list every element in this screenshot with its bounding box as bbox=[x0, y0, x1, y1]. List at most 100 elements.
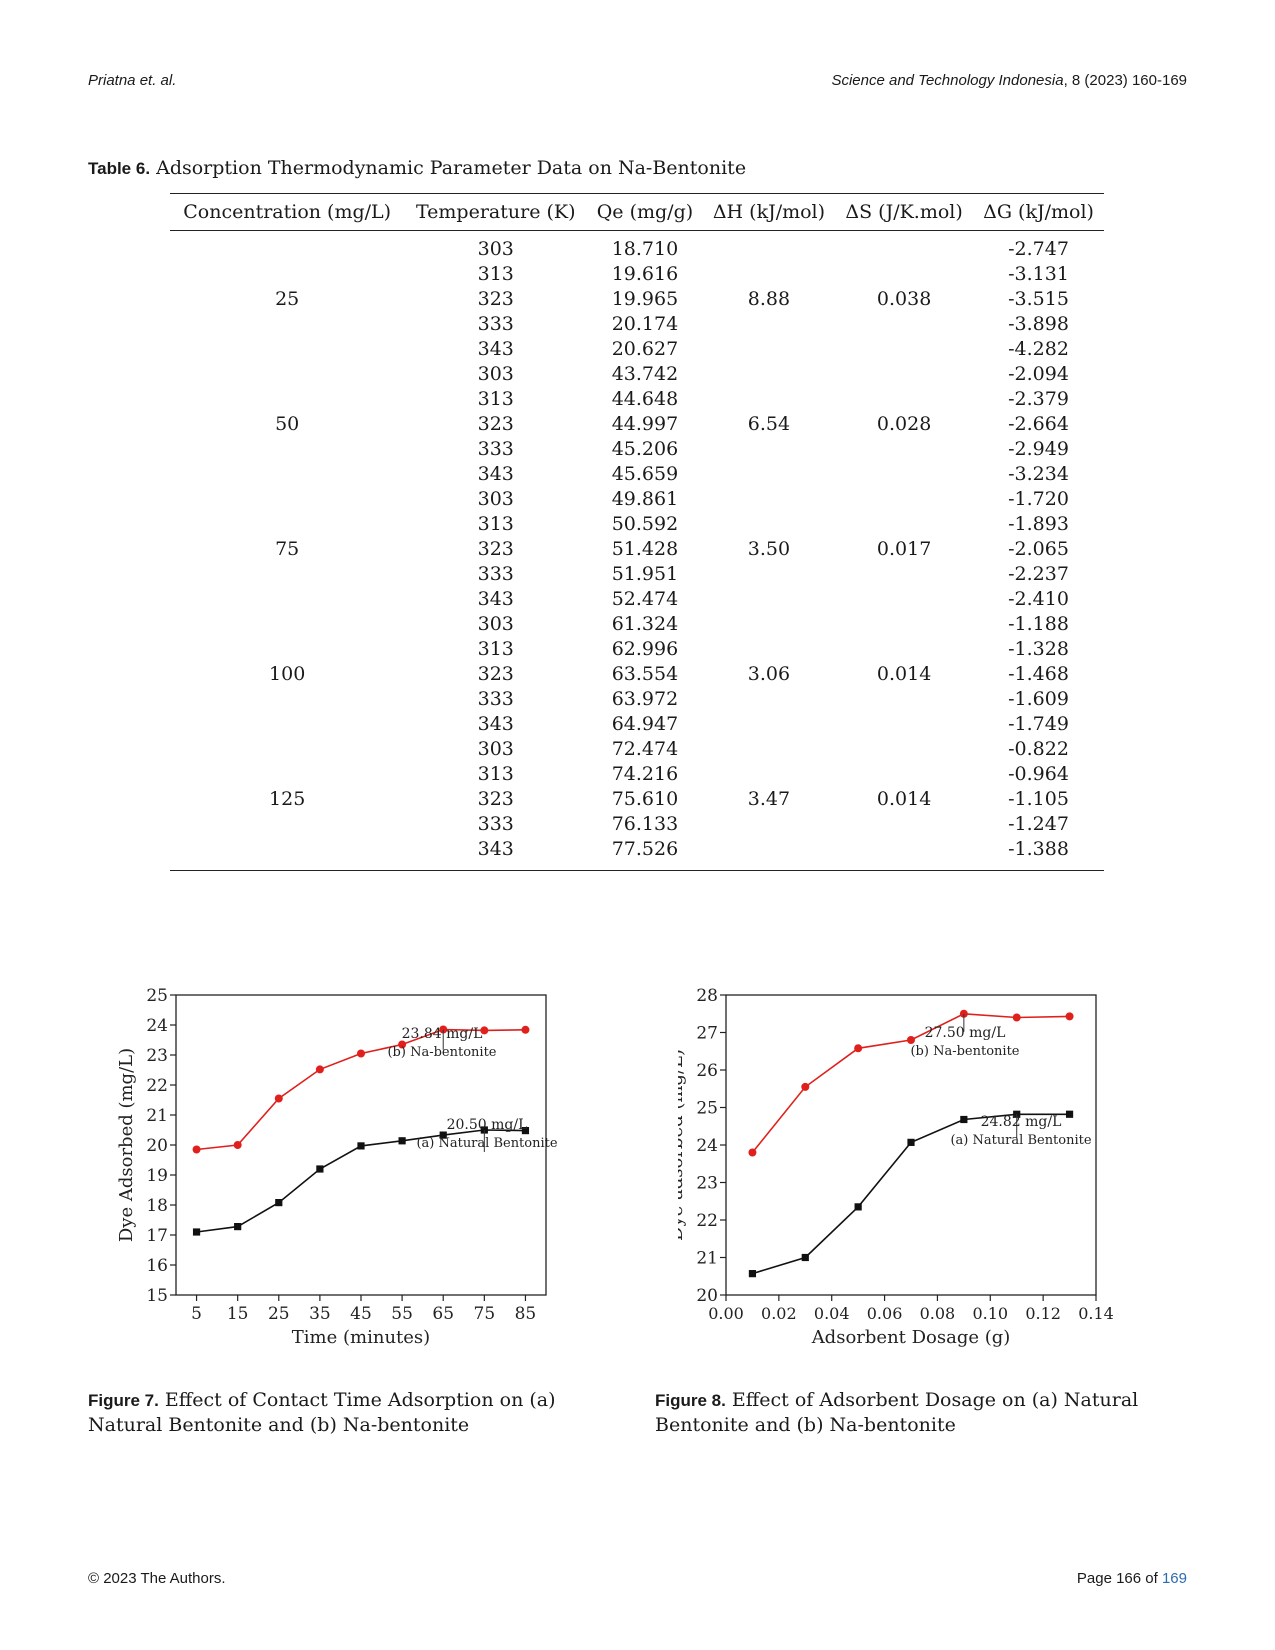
annotation-label: (a) Natural Bentonite bbox=[416, 1136, 557, 1151]
qe-cell: 74.216 bbox=[611, 763, 679, 785]
page-total-link[interactable]: 169 bbox=[1161, 1570, 1187, 1587]
x-axis-label: Time (minutes) bbox=[292, 1327, 430, 1348]
figure-7-chart: 15 16 17 18 19 20 21 22 23 24 25 5 15 25 35 45 55 65 75 85 T… bbox=[116, 986, 558, 1348]
data-point bbox=[398, 1040, 407, 1049]
x-tick-label: 45 bbox=[350, 1304, 372, 1324]
table-row: 25 323 19.965 8.88 0.038 -3.515 bbox=[170, 287, 1104, 312]
table-row: 125 323 75.610 3.47 0.014 -1.105 bbox=[170, 787, 1104, 812]
table-row: 333 51.951 -2.237 bbox=[170, 562, 1104, 587]
x-tick-label: 0.10 bbox=[972, 1304, 1008, 1323]
data-point bbox=[233, 1141, 242, 1149]
enthalpy-cell: 3.47 bbox=[747, 788, 791, 810]
data-point bbox=[398, 1137, 406, 1145]
x-tick-label: 0.02 bbox=[761, 1304, 797, 1323]
table-row: 303 18.710 -2.747 bbox=[170, 231, 1104, 263]
entropy-cell bbox=[835, 712, 973, 737]
qe-cell: 50.592 bbox=[611, 513, 679, 535]
gibbs-cell: -2.664 bbox=[1008, 413, 1069, 435]
qe-cell: 63.972 bbox=[611, 688, 679, 710]
qe-cell: 63.554 bbox=[611, 663, 679, 685]
concentration-cell bbox=[170, 337, 404, 362]
data-point bbox=[1012, 1013, 1021, 1022]
figure-8-caption: Figure 8. Effect of Adsorbent Dosage on … bbox=[655, 1388, 1175, 1438]
data-point bbox=[748, 1270, 757, 1278]
column-header: ΔS (J/K.mol) bbox=[835, 193, 974, 231]
enthalpy-cell bbox=[703, 737, 835, 762]
x-tick-label: 0.04 bbox=[814, 1304, 850, 1323]
gibbs-cell: -3.131 bbox=[1008, 263, 1069, 285]
enthalpy-cell bbox=[703, 487, 835, 512]
qe-cell: 45.659 bbox=[611, 463, 679, 485]
gibbs-cell: -2.747 bbox=[1008, 238, 1069, 260]
temperature-cell: 313 bbox=[477, 388, 514, 410]
gibbs-cell: -2.410 bbox=[1008, 588, 1069, 610]
enthalpy-cell: 6.54 bbox=[747, 413, 791, 435]
concentration-cell bbox=[170, 387, 404, 412]
enthalpy-cell bbox=[703, 231, 835, 263]
table-row: 75 323 51.428 3.50 0.017 -2.065 bbox=[170, 537, 1104, 562]
table-row: 303 72.474 -0.822 bbox=[170, 737, 1104, 762]
qe-cell: 51.951 bbox=[611, 563, 679, 585]
entropy-cell bbox=[835, 762, 973, 787]
temperature-cell: 343 bbox=[477, 338, 514, 360]
y-tick-label: 16 bbox=[146, 1256, 168, 1276]
y-tick-label: 22 bbox=[696, 1211, 718, 1231]
concentration-cell bbox=[170, 712, 404, 737]
running-header-authors: Priatna et. al. bbox=[88, 72, 177, 89]
figure-8-label: Figure 8. bbox=[655, 1391, 726, 1410]
table-row: 343 52.474 -2.410 bbox=[170, 587, 1104, 612]
x-tick-label: 55 bbox=[391, 1304, 413, 1324]
y-tick-label: 23 bbox=[696, 1174, 718, 1194]
table-row: 343 64.947 -1.749 bbox=[170, 712, 1104, 737]
enthalpy-cell bbox=[703, 812, 835, 837]
qe-cell: 44.648 bbox=[611, 388, 679, 410]
concentration-cell bbox=[170, 587, 404, 612]
data-point bbox=[748, 1148, 757, 1157]
enthalpy-cell bbox=[703, 262, 835, 287]
figure-7-label: Figure 7. bbox=[88, 1391, 159, 1410]
y-axis-label: Dye Adsorbed (mg/L) bbox=[116, 1048, 137, 1242]
table-row: 303 61.324 -1.188 bbox=[170, 612, 1104, 637]
annotation-value: 20.50 mg/L bbox=[447, 1117, 528, 1133]
x-tick-label: 0.08 bbox=[920, 1304, 956, 1323]
table-caption: Table 6. Adsorption Thermodynamic Parame… bbox=[88, 157, 746, 179]
annotation-value: 27.50 mg/L bbox=[925, 1025, 1006, 1041]
x-axis-label: Adsorbent Dosage (g) bbox=[811, 1327, 1011, 1348]
table-label: Table 6. bbox=[88, 159, 151, 178]
temperature-cell: 323 bbox=[477, 288, 514, 310]
temperature-cell: 303 bbox=[477, 363, 514, 385]
concentration-cell: 125 bbox=[269, 788, 306, 810]
data-point bbox=[521, 1025, 530, 1034]
y-tick-label: 21 bbox=[146, 1106, 168, 1126]
figure-7-caption: Figure 7. Effect of Contact Time Adsorpt… bbox=[88, 1388, 608, 1438]
x-tick-label: 75 bbox=[474, 1304, 496, 1324]
temperature-cell: 333 bbox=[477, 438, 514, 460]
table-row: 333 20.174 -3.898 bbox=[170, 312, 1104, 337]
data-point bbox=[960, 1115, 968, 1124]
table-row: 100 323 63.554 3.06 0.014 -1.468 bbox=[170, 662, 1104, 687]
temperature-cell: 323 bbox=[477, 663, 514, 685]
y-axis-label: Dye adsorbed (mg/L) bbox=[678, 1049, 687, 1241]
gibbs-cell: -0.822 bbox=[1008, 738, 1069, 760]
gibbs-cell: -0.964 bbox=[1008, 763, 1069, 785]
qe-cell: 20.174 bbox=[611, 313, 679, 335]
gibbs-cell: -1.188 bbox=[1008, 613, 1069, 635]
enthalpy-cell bbox=[703, 762, 835, 787]
column-header: Concentration (mg/L) bbox=[170, 193, 405, 231]
data-point bbox=[907, 1036, 915, 1044]
temperature-cell: 303 bbox=[477, 613, 514, 635]
table-row: 343 20.627 -4.282 bbox=[170, 337, 1104, 362]
concentration-cell bbox=[170, 762, 404, 787]
concentration-cell bbox=[170, 812, 404, 837]
temperature-cell: 303 bbox=[477, 238, 514, 260]
temperature-cell: 343 bbox=[477, 588, 514, 610]
y-tick-label: 19 bbox=[146, 1166, 168, 1186]
enthalpy-cell bbox=[703, 387, 835, 412]
table-row: 313 74.216 -0.964 bbox=[170, 762, 1104, 787]
concentration-cell: 75 bbox=[275, 538, 300, 560]
table-row: 50 323 44.997 6.54 0.028 -2.664 bbox=[170, 412, 1104, 437]
column-header: Qe (mg/g) bbox=[587, 193, 703, 231]
gibbs-cell: -2.065 bbox=[1008, 538, 1069, 560]
entropy-cell: 0.017 bbox=[876, 538, 932, 560]
entropy-cell bbox=[835, 612, 973, 637]
